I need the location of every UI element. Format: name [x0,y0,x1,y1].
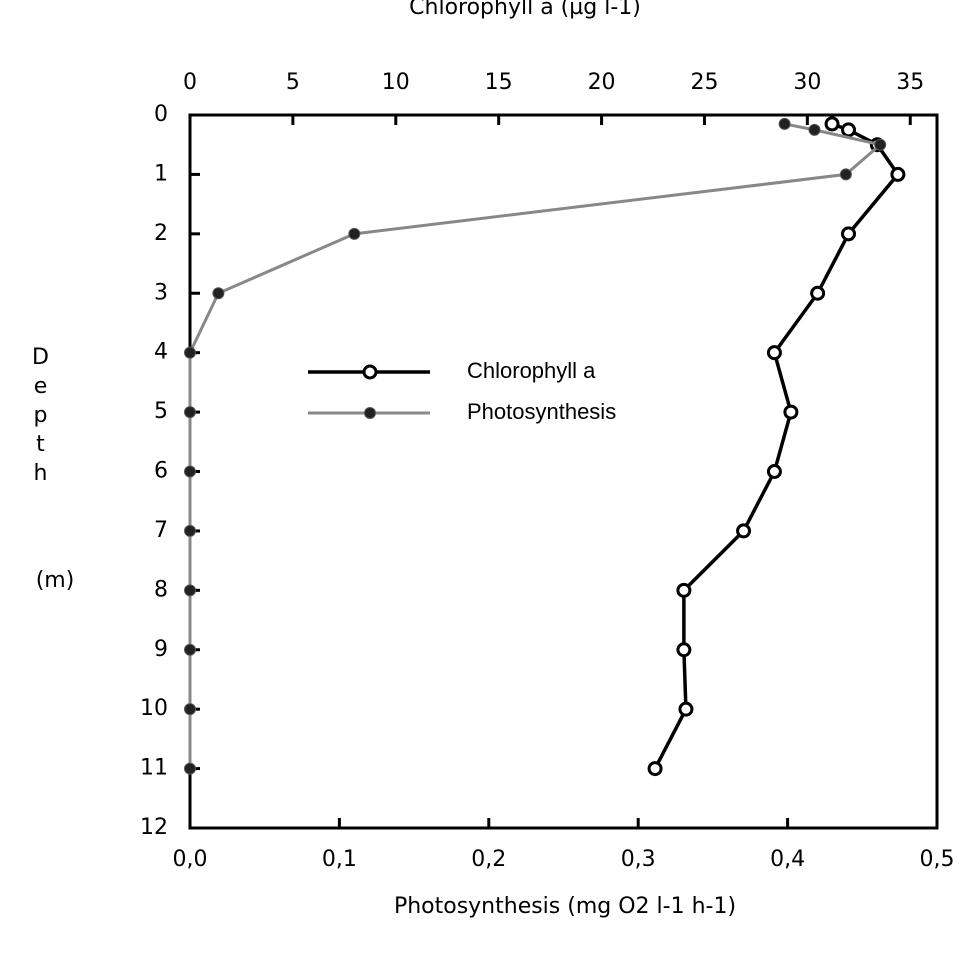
x-tick-label: 0,4 [770,847,805,872]
data-point [841,122,857,138]
top-axis-title: Chlorophyll a (µg l-1) [409,0,641,20]
x2-tick-label: 30 [793,70,821,95]
x2-tick-label: 15 [485,70,513,95]
y-axis-unit: (m) [36,568,75,593]
x2-tick-label: 10 [382,70,410,95]
series-line [188,122,884,769]
data-point [810,285,826,301]
x-tick-label: 0,1 [322,847,357,872]
data-point [839,168,852,181]
legend-label: Photosynthesis [467,399,616,424]
plot-frame [188,113,939,830]
data-point [736,523,752,539]
y-tick-label: 6 [154,459,168,484]
x2-tick-label: 35 [896,70,924,95]
y-axis-title: Depth [28,345,53,490]
legend-marker [364,407,376,419]
data-point [184,465,196,478]
y-tick-label: 3 [154,280,168,305]
x-tick-label: 0,0 [173,847,208,872]
y-tick-label: 10 [140,696,168,721]
x-tick-label: 0,5 [920,847,955,872]
data-point [184,762,196,775]
y-tick-label: 8 [154,577,168,602]
y-tick-label: 5 [154,399,168,424]
legend-marker [362,364,378,380]
data-point [678,701,694,717]
x-tick-label: 0,3 [621,847,656,872]
y-tick-label: 4 [154,340,168,365]
data-point [783,404,799,420]
y-tick-label: 2 [154,221,168,246]
data-point [676,582,692,598]
data-point [184,346,196,359]
data-point [647,761,663,777]
data-point [212,287,225,300]
data-point [184,643,196,656]
data-point [808,123,821,136]
x-tick-label: 0,2 [471,847,506,872]
y-tick-label: 7 [154,518,168,543]
x-axis-title: Photosynthesis (mg O2 l-1 h-1) [394,894,736,919]
x2-tick-label: 0 [183,70,197,95]
data-point [778,117,791,130]
x2-tick-label: 25 [690,70,718,95]
x2-tick-label: 20 [588,70,616,95]
data-point [766,345,782,361]
data-point [766,464,782,479]
y-tick-label: 1 [154,161,168,186]
data-point [184,584,196,597]
data-point [890,166,906,182]
x2-tick-label: 5 [286,70,300,95]
legend-label: Chlorophyll a [467,358,596,383]
data-point [841,226,857,242]
data-point [676,642,692,658]
y-tick-label: 11 [140,756,168,781]
data-point [184,703,196,716]
data-point [874,138,887,151]
y-tick-label: 12 [140,815,168,840]
data-point [184,524,196,537]
y-tick-label: 0 [154,102,168,127]
data-point [824,116,840,132]
data-point [184,406,196,419]
data-point [348,227,361,240]
y-tick-label: 9 [154,637,168,662]
series-line [653,122,901,770]
